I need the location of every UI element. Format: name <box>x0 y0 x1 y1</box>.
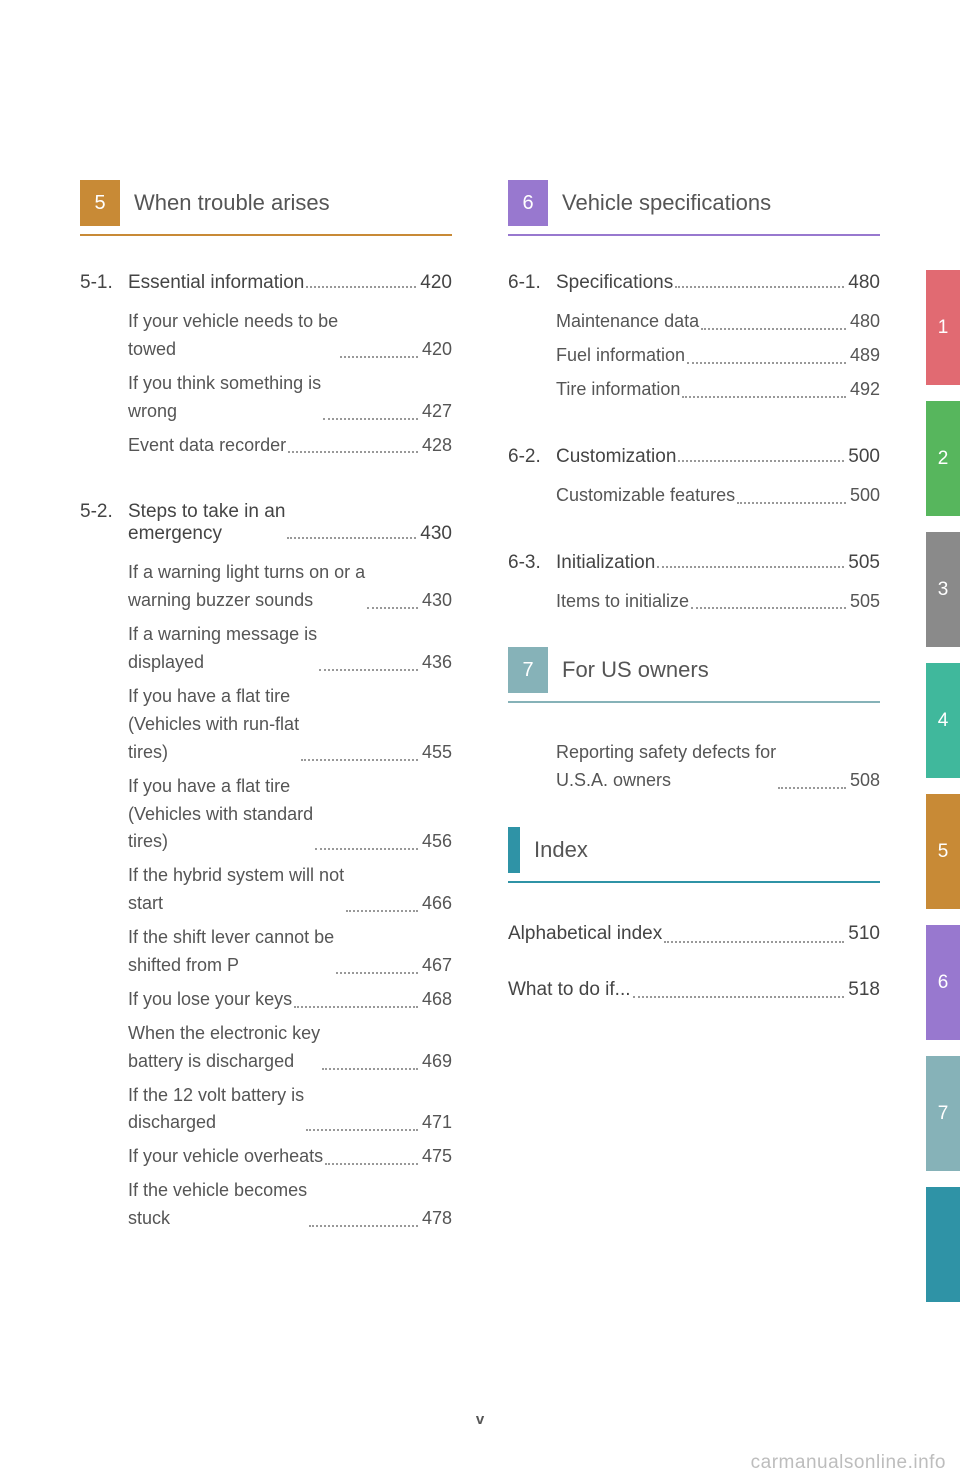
toc-entry[interactable]: Items to initialize505 <box>556 588 880 616</box>
toc-entry[interactable]: If you lose your keys468 <box>128 986 452 1014</box>
side-tab-8[interactable] <box>926 1187 960 1302</box>
section-number: 7 <box>508 647 548 693</box>
toc-entry[interactable]: If you think something is wrong427 <box>128 370 452 426</box>
toc-entry[interactable]: Customizable features500 <box>556 482 880 510</box>
toc-entry[interactable]: If the hybrid system will not start466 <box>128 862 452 918</box>
toc-entry[interactable]: If your vehicle overheats475 <box>128 1143 452 1171</box>
toc-entry[interactable]: If you have a flat tire (Vehicles with s… <box>128 773 452 857</box>
toc-entry[interactable]: If a warning message is displayed436 <box>128 621 452 677</box>
toc-group-heading[interactable]: 6-3.Initialization505 <box>508 552 880 574</box>
section-title: Index <box>520 827 880 873</box>
section-title: When trouble arises <box>120 180 452 226</box>
toc-entry[interactable]: What to do if...518 <box>508 975 880 1004</box>
toc-entry[interactable]: Event data recorder428 <box>128 432 452 460</box>
toc-entry[interactable]: Reporting safety defects for U.S.A. owne… <box>556 739 880 795</box>
toc-entry[interactable]: Tire information492 <box>556 376 880 404</box>
section-title: Vehicle specifications <box>548 180 880 226</box>
page-number: v <box>0 1411 960 1428</box>
section-number: 5 <box>80 180 120 226</box>
side-tab-4[interactable]: 4 <box>926 663 960 778</box>
side-tab-6[interactable]: 6 <box>926 925 960 1040</box>
side-tab-3[interactable]: 3 <box>926 532 960 647</box>
side-tab-5[interactable]: 5 <box>926 794 960 909</box>
toc-entry[interactable]: Fuel information489 <box>556 342 880 370</box>
watermark: carmanualsonline.info <box>751 1452 946 1474</box>
toc-group-heading[interactable]: 6-1.Specifications480 <box>508 272 880 294</box>
toc-entry[interactable]: If the vehicle becomes stuck478 <box>128 1177 452 1233</box>
section-title: For US owners <box>548 647 880 693</box>
side-tab-2[interactable]: 2 <box>926 401 960 516</box>
section-number: 6 <box>508 180 548 226</box>
toc-group-heading[interactable]: 5-1.Essential information420 <box>80 272 452 294</box>
toc-entry[interactable]: If the shift lever cannot be shifted fro… <box>128 924 452 980</box>
toc-group-heading[interactable]: 5-2.Steps to take in an emergency430 <box>80 501 452 545</box>
side-tab-1[interactable]: 1 <box>926 270 960 385</box>
toc-entry[interactable]: If your vehicle needs to be towed420 <box>128 308 452 364</box>
toc-entry[interactable]: If a warning light turns on or a warning… <box>128 559 452 615</box>
toc-entry[interactable]: When the electronic key battery is disch… <box>128 1020 452 1076</box>
toc-entry[interactable]: Maintenance data480 <box>556 308 880 336</box>
toc-entry[interactable]: If the 12 volt battery is discharged471 <box>128 1082 452 1138</box>
toc-group-heading[interactable]: 6-2.Customization500 <box>508 446 880 468</box>
toc-entry[interactable]: Alphabetical index510 <box>508 919 880 948</box>
section-number <box>508 827 520 873</box>
side-tab-7[interactable]: 7 <box>926 1056 960 1171</box>
toc-entry[interactable]: If you have a flat tire (Vehicles with r… <box>128 683 452 767</box>
